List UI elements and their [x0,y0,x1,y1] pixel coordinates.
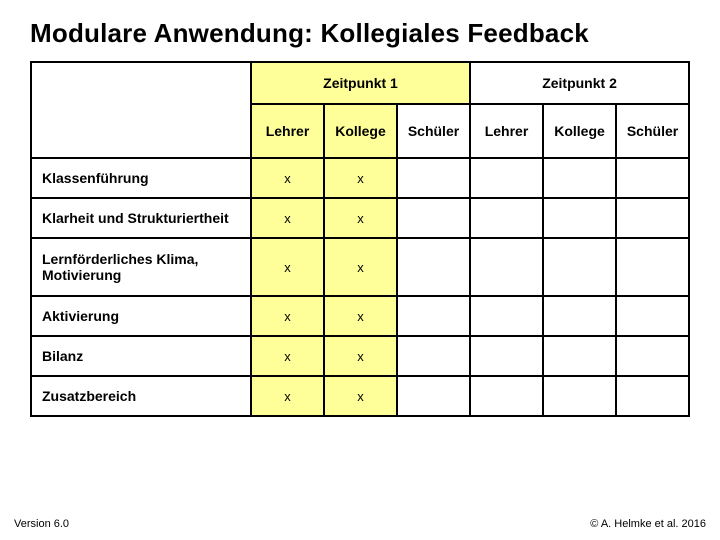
th-tp2-schueler: Schüler [616,104,689,158]
page-title: Modulare Anwendung: Kollegiales Feedback [0,0,720,61]
th-zeitpunkt-1: Zeitpunkt 1 [251,62,470,104]
cell [470,296,543,336]
cell [397,238,470,296]
cell [543,296,616,336]
cell: x [251,238,324,296]
cell [397,198,470,238]
row-label: Klassenführung [31,158,251,198]
cell [397,336,470,376]
cell [543,376,616,416]
cell: x [324,238,397,296]
cell [616,198,689,238]
cell: x [251,198,324,238]
cell: x [324,296,397,336]
row-label: Klarheit und Strukturiertheit [31,198,251,238]
table-row: Zusatzbereich x x [31,376,689,416]
cell: x [251,296,324,336]
th-tp1-kollege: Kollege [324,104,397,158]
cell [470,336,543,376]
cell: x [324,158,397,198]
cell [616,296,689,336]
th-tp1-lehrer: Lehrer [251,104,324,158]
cell [470,238,543,296]
cell [616,158,689,198]
cell [470,158,543,198]
cell: x [251,336,324,376]
table-row: Lernförderliches Klima, Motivierung x x [31,238,689,296]
table-header-row-timepoints: Zeitpunkt 1 Zeitpunkt 2 [31,62,689,104]
corner-cell [31,62,251,158]
table-row: Bilanz x x [31,336,689,376]
th-tp2-kollege: Kollege [543,104,616,158]
cell [470,376,543,416]
cell [543,198,616,238]
cell: x [324,198,397,238]
table-body: Klassenführung x x Klarheit und Struktur… [31,158,689,416]
cell [397,376,470,416]
cell: x [251,158,324,198]
cell: x [251,376,324,416]
version-label: Version 6.0 [14,518,69,530]
cell [543,238,616,296]
table-row: Aktivierung x x [31,296,689,336]
feedback-table: Zeitpunkt 1 Zeitpunkt 2 Lehrer Kollege S… [30,61,690,417]
cell [616,238,689,296]
row-label: Bilanz [31,336,251,376]
row-label: Zusatzbereich [31,376,251,416]
table-row: Klarheit und Strukturiertheit x x [31,198,689,238]
cell [616,336,689,376]
row-label: Lernförderliches Klima, Motivierung [31,238,251,296]
footer: Version 6.0 © A. Helmke et al. 2016 [14,518,706,530]
th-tp1-schueler: Schüler [397,104,470,158]
cell: x [324,376,397,416]
cell [470,198,543,238]
cell [397,296,470,336]
cell: x [324,336,397,376]
cell [397,158,470,198]
cell [616,376,689,416]
th-tp2-lehrer: Lehrer [470,104,543,158]
cell [543,158,616,198]
copyright-label: © A. Helmke et al. 2016 [590,518,706,530]
cell [543,336,616,376]
row-label: Aktivierung [31,296,251,336]
th-zeitpunkt-2: Zeitpunkt 2 [470,62,689,104]
table-row: Klassenführung x x [31,158,689,198]
feedback-table-container: Zeitpunkt 1 Zeitpunkt 2 Lehrer Kollege S… [0,61,720,417]
